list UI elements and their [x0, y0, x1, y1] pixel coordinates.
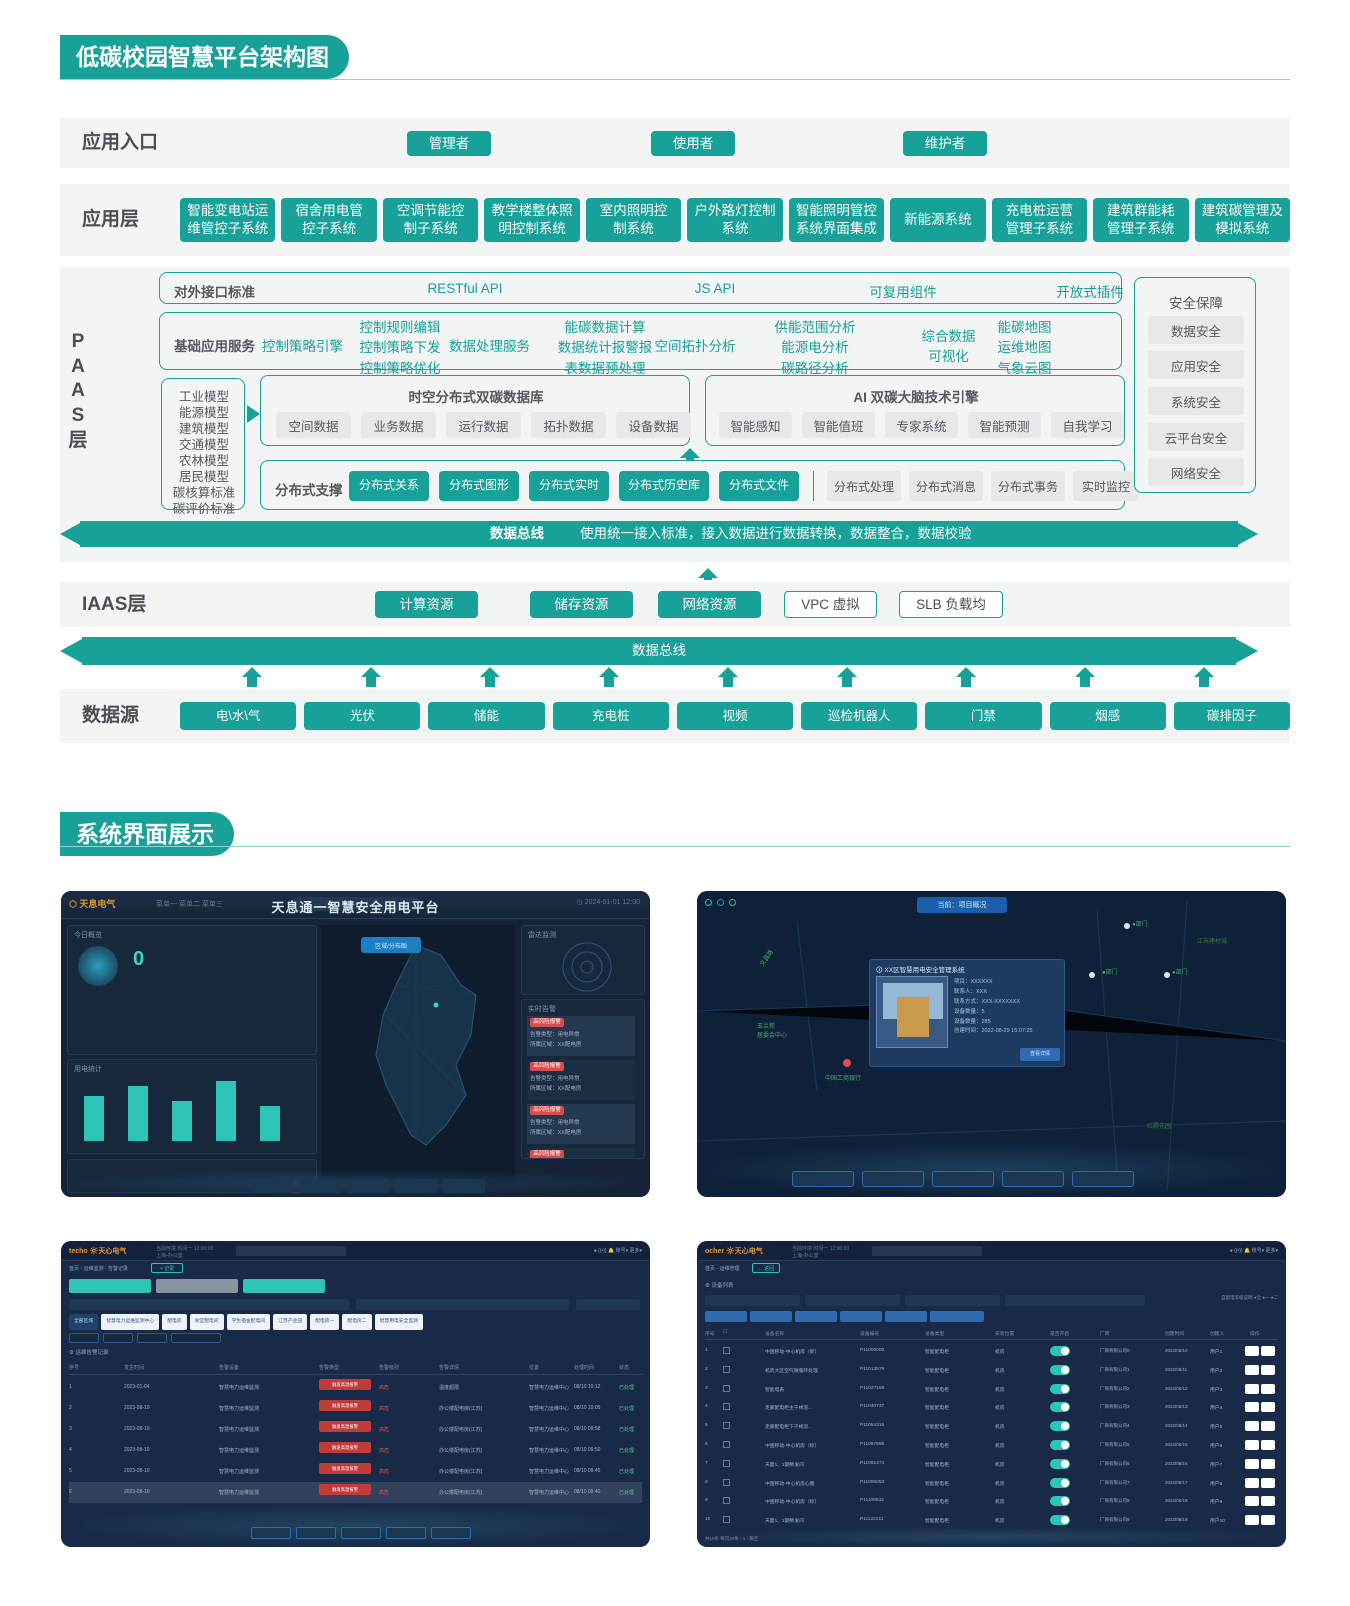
svg-text:使用统一接入标准，接入数据进行数据转换，数据整合，数据校验: 使用统一接入标准，接入数据进行数据转换，数据整合，数据校验 — [580, 525, 972, 541]
svg-text:数据总线: 数据总线 — [490, 525, 544, 541]
svg-text:数据总线: 数据总线 — [632, 643, 686, 658]
